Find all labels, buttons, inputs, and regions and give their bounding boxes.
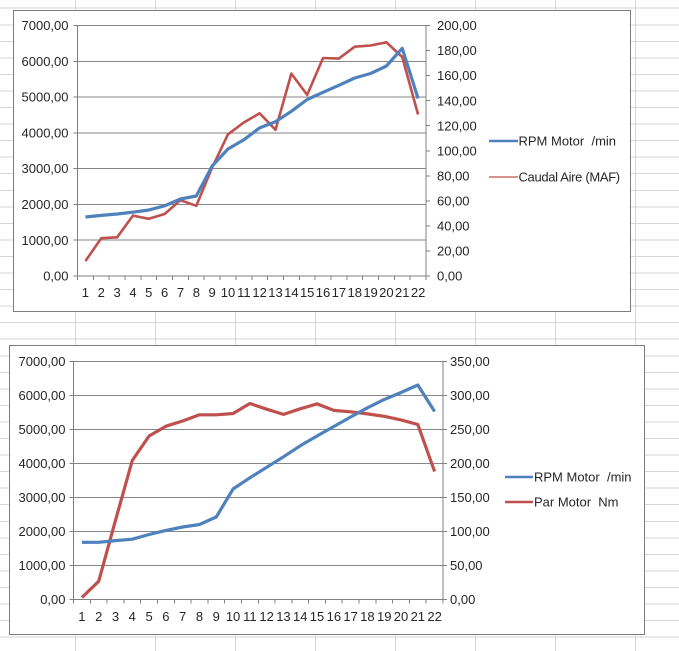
svg-text:19: 19 [363,285,377,300]
svg-text:2000,00: 2000,00 [22,197,69,212]
svg-text:120,00: 120,00 [437,118,477,133]
svg-text:50,00: 50,00 [450,558,483,573]
svg-text:15: 15 [310,609,324,624]
svg-text:18: 18 [347,285,361,300]
svg-text:5: 5 [145,609,152,624]
svg-text:16: 16 [327,609,341,624]
svg-text:6: 6 [161,285,168,300]
svg-text:2: 2 [95,609,102,624]
svg-text:160,00: 160,00 [437,68,477,83]
svg-text:2000,00: 2000,00 [19,524,66,539]
svg-text:150,00: 150,00 [450,490,490,505]
svg-text:4: 4 [129,285,136,300]
svg-text:21: 21 [395,285,409,300]
svg-text:3: 3 [112,609,119,624]
svg-text:350,00: 350,00 [450,354,490,369]
svg-text:140,00: 140,00 [437,93,477,108]
svg-text:8: 8 [193,285,200,300]
svg-text:20,00: 20,00 [437,244,470,259]
svg-text:7: 7 [177,285,184,300]
svg-text:13: 13 [268,285,282,300]
svg-text:9: 9 [209,285,216,300]
svg-text:3: 3 [113,285,120,300]
svg-text:21: 21 [411,609,425,624]
svg-text:0,00: 0,00 [437,269,462,284]
svg-text:6000,00: 6000,00 [19,388,66,403]
svg-text:180,00: 180,00 [437,43,477,58]
svg-text:16: 16 [316,285,330,300]
svg-text:11: 11 [237,285,251,300]
svg-text:22: 22 [427,609,441,624]
svg-text:14: 14 [293,609,307,624]
svg-text:19: 19 [377,609,391,624]
svg-text:9: 9 [213,609,220,624]
svg-text:200,00: 200,00 [450,456,490,471]
svg-text:1000,00: 1000,00 [22,233,69,248]
svg-text:100,00: 100,00 [450,524,490,539]
svg-text:40,00: 40,00 [437,219,470,234]
svg-text:60,00: 60,00 [437,193,470,208]
svg-text:100,00: 100,00 [437,143,477,158]
svg-text:7: 7 [179,609,186,624]
svg-text:5000,00: 5000,00 [19,422,66,437]
svg-text:17: 17 [343,609,357,624]
svg-text:12: 12 [259,609,273,624]
svg-text:7000,00: 7000,00 [22,18,69,33]
svg-text:6000,00: 6000,00 [22,54,69,69]
svg-text:Caudal Aire (MAF): Caudal Aire (MAF) [519,170,620,185]
svg-text:8: 8 [196,609,203,624]
svg-text:10: 10 [221,285,235,300]
svg-text:12: 12 [252,285,266,300]
svg-text:20: 20 [379,285,393,300]
svg-text:0,00: 0,00 [450,592,475,607]
svg-text:RPM Motor /min: RPM Motor /min [519,134,617,149]
svg-text:22: 22 [411,285,425,300]
svg-text:17: 17 [332,285,346,300]
svg-text:Par Motor Nm: Par Motor Nm [534,495,619,510]
svg-text:1: 1 [78,609,85,624]
svg-text:200,00: 200,00 [437,18,477,33]
svg-text:13: 13 [276,609,290,624]
svg-text:4: 4 [129,609,136,624]
svg-text:3000,00: 3000,00 [22,161,69,176]
svg-text:2: 2 [98,285,105,300]
svg-text:6: 6 [162,609,169,624]
svg-text:5000,00: 5000,00 [22,90,69,105]
svg-text:0,00: 0,00 [40,592,65,607]
svg-text:300,00: 300,00 [450,388,490,403]
svg-text:18: 18 [360,609,374,624]
svg-text:11: 11 [243,609,257,624]
svg-text:14: 14 [284,285,298,300]
svg-text:RPM Motor /min: RPM Motor /min [534,470,632,485]
svg-text:20: 20 [394,609,408,624]
svg-text:80,00: 80,00 [437,168,470,183]
svg-text:4000,00: 4000,00 [19,456,66,471]
svg-text:15: 15 [300,285,314,300]
svg-text:7000,00: 7000,00 [19,354,66,369]
svg-text:0,00: 0,00 [43,269,68,284]
svg-text:10: 10 [226,609,240,624]
svg-text:1000,00: 1000,00 [19,558,66,573]
svg-text:3000,00: 3000,00 [19,490,66,505]
svg-text:4000,00: 4000,00 [22,125,69,140]
svg-text:250,00: 250,00 [450,422,490,437]
svg-text:1: 1 [82,285,89,300]
svg-text:5: 5 [145,285,152,300]
